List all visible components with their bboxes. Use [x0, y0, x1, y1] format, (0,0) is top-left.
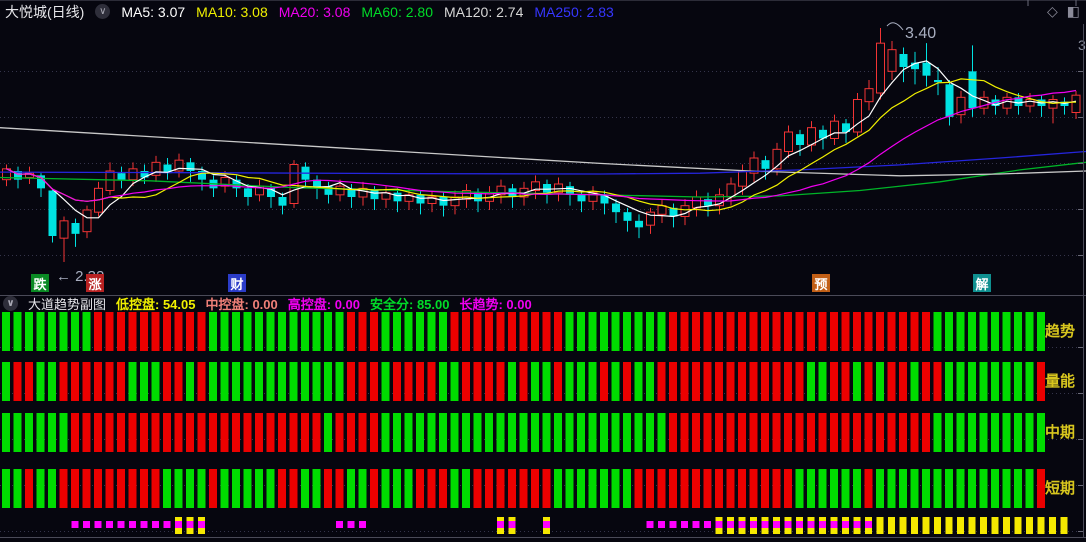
- subchart-value-0: 低控盘: 54.05: [116, 297, 196, 312]
- signal-row-label-0: 趋势: [1045, 322, 1076, 340]
- event-badge[interactable]: 涨: [86, 274, 104, 292]
- ma-legend-item-0: MA5: 3.07: [121, 3, 186, 20]
- subchart-title: 大道趋势副图: [28, 297, 107, 312]
- ma-legend-item-4: MA120: 2.74: [443, 3, 524, 20]
- signal-row-label-2: 中期: [1045, 423, 1076, 441]
- ma-legend-item-1: MA10: 3.08: [196, 3, 268, 20]
- diamond-icon[interactable]: ◇: [1046, 3, 1058, 19]
- split-panel-icon[interactable]: ◧: [1066, 3, 1080, 19]
- svg-text:3: 3: [1078, 37, 1086, 53]
- ma-legend-item-2: MA20: 3.08: [278, 3, 351, 20]
- subchart-value-4: 长趋势: 0.00: [459, 297, 532, 312]
- subchart-legend: 低控盘: 54.05 中控盘: 0.00 高控盘: 0.00 安全分: 85.00 长趋…: [116, 294, 532, 313]
- subchart-value-1: 中控盘: 0.00: [205, 297, 278, 312]
- symbol-title: 大悦城(日线): [5, 3, 85, 20]
- event-badge[interactable]: 预: [812, 274, 830, 292]
- event-badge[interactable]: 解: [973, 274, 991, 292]
- svg-text:3.40: 3.40: [905, 25, 936, 42]
- chevron-down-icon[interactable]: ∨: [95, 4, 111, 19]
- chevron-down-icon[interactable]: ∨: [3, 296, 18, 311]
- subchart-header: ∨ 大道趋势副图 低控盘: 54.05 中控盘: 0.00 高控盘: 0.00 安全分…: [0, 294, 1086, 313]
- signal-row-label-3: 短期: [1045, 479, 1076, 497]
- ma-legend: MA5: 3.07 MA10: 3.08 MA20: 3.08 MA60: 2.80 M…: [121, 4, 613, 20]
- event-badge[interactable]: 跌: [31, 274, 49, 292]
- signal-row-label-1: 量能: [1045, 372, 1076, 390]
- subchart-value-2: 高控盘: 0.00: [287, 297, 360, 312]
- header-toolbar: ◇ ◧: [1047, 2, 1080, 20]
- ma-legend-item-5: MA250: 2.83: [534, 3, 614, 20]
- subchart-value-3: 安全分: 85.00: [370, 297, 450, 312]
- main-chart-header: 大悦城(日线) ∨ MA5: 3.07 MA10: 3.08 MA20: 3.08 M…: [0, 0, 1086, 23]
- ma-legend-item-3: MA60: 2.80: [361, 3, 433, 20]
- event-badge[interactable]: 财: [228, 274, 246, 292]
